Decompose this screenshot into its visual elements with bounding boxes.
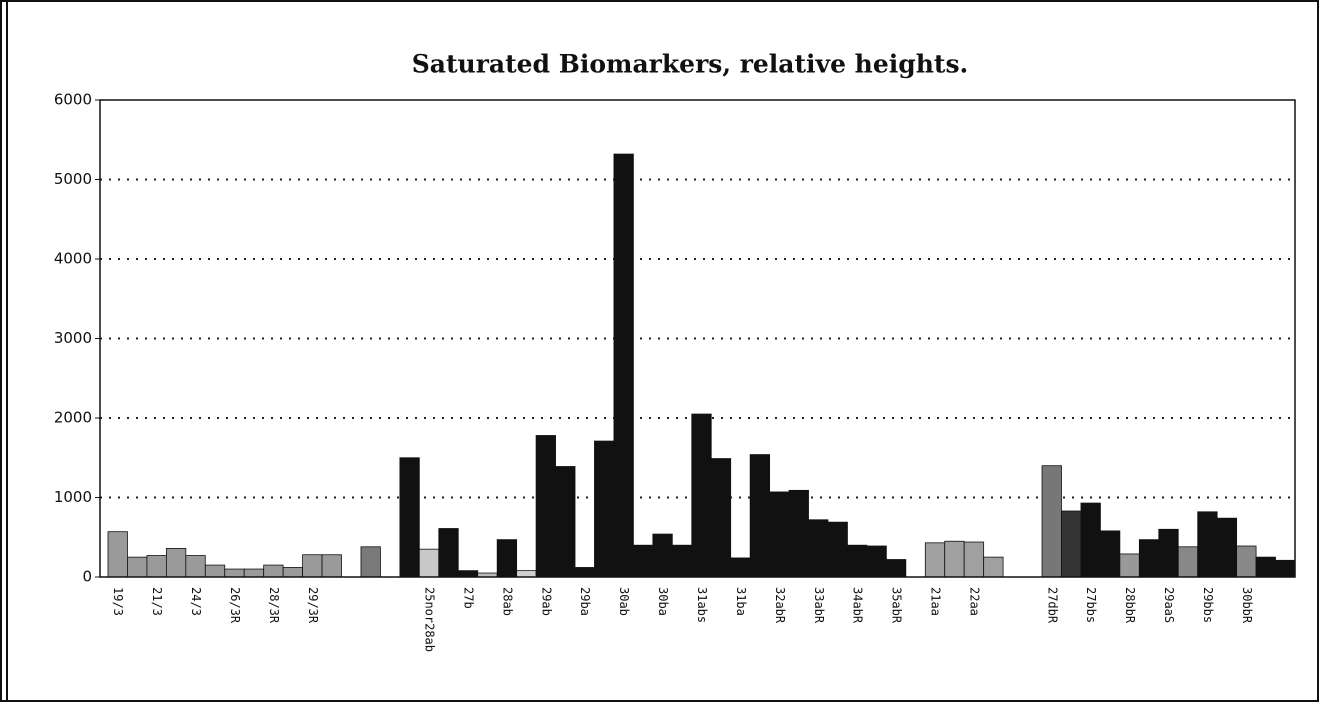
bar: [710, 458, 732, 578]
bar: [885, 559, 907, 578]
bar: [944, 540, 965, 578]
bar: [1255, 556, 1276, 578]
bar: [321, 554, 342, 578]
plot-frame: [99, 99, 1296, 578]
bar: [243, 568, 265, 578]
x-tick-label: 35abR: [890, 587, 904, 624]
y-tick-label: 3000: [54, 329, 92, 347]
y-tick-label: 1000: [54, 488, 92, 506]
x-tick-label: 28ab: [500, 587, 514, 616]
bar: [574, 567, 595, 578]
bar: [496, 539, 518, 578]
chart-title: Saturated Biomarkers, relative heights.: [412, 50, 969, 79]
bar: [535, 435, 556, 578]
bar: [749, 454, 771, 578]
bar: [1041, 465, 1062, 578]
bar: [1080, 502, 1101, 578]
x-tick-label: 29/3R: [306, 587, 320, 624]
bar: [1177, 546, 1199, 578]
x-tick-label: 28/3R: [267, 587, 281, 624]
bar: [1216, 517, 1238, 578]
x-tick-label: 32abR: [773, 587, 787, 624]
bar: [418, 548, 440, 578]
bar: [594, 440, 615, 578]
bar: [1061, 510, 1082, 578]
x-tick-label: 27b: [461, 587, 475, 609]
x-tick-label: 30ba: [656, 587, 670, 616]
x-tick-label: 29aaS: [1162, 587, 1176, 623]
x-tick-label: 24/3: [189, 587, 203, 616]
bar: [399, 457, 420, 578]
bar: [827, 521, 848, 578]
bar: [127, 556, 148, 578]
bar: [866, 545, 887, 578]
bar: [1158, 528, 1179, 578]
x-tick-label: 29bbs: [1201, 587, 1215, 623]
bar: [691, 413, 712, 578]
x-tick-label: 29ab: [539, 587, 553, 616]
y-tick-label: 4000: [54, 250, 92, 268]
bar: [555, 466, 576, 578]
bar: [224, 568, 245, 578]
bar: [632, 544, 654, 578]
bar: [302, 554, 323, 578]
x-tick-label: 25nor28ab: [423, 587, 437, 652]
bar: [730, 557, 751, 578]
x-tick-label: 30bbR: [1240, 587, 1254, 624]
x-tick-label: 33abR: [812, 587, 826, 624]
bar: [963, 541, 985, 578]
x-tick-label: 26/3R: [228, 587, 242, 624]
x-tick-label: 31ba: [734, 587, 748, 616]
bar: [107, 531, 128, 578]
bar: [263, 564, 284, 578]
x-tick-label: 34abR: [851, 587, 865, 624]
bar: [652, 533, 673, 578]
y-tick-label: 2000: [54, 409, 92, 427]
x-tick-label: 19/3: [111, 587, 125, 616]
bar: [204, 564, 226, 578]
x-tick-label: 22aa: [967, 587, 981, 616]
bar: [1275, 559, 1296, 578]
bar: [847, 544, 868, 578]
bar: [671, 544, 693, 578]
x-tick-label: 27dbR: [1045, 587, 1059, 624]
bar: [1100, 530, 1121, 578]
bar: [360, 546, 381, 578]
x-tick-label: 28bbR: [1123, 587, 1137, 624]
bar: [1197, 511, 1218, 578]
bar: [613, 153, 634, 578]
x-tick-label: 21aa: [929, 587, 943, 616]
y-tick-label: 5000: [54, 170, 92, 188]
bar: [1236, 545, 1257, 578]
bar: [1138, 539, 1160, 578]
x-tick-label: 30ab: [617, 587, 631, 616]
bar: [185, 555, 206, 578]
bar: [165, 547, 187, 578]
x-tick-label: 27bbs: [1084, 587, 1098, 623]
bar: [983, 556, 1004, 578]
x-tick-label: 29ba: [578, 587, 592, 616]
bar: [924, 542, 946, 578]
bar: [438, 528, 459, 578]
bar: [516, 570, 537, 578]
y-tick-label: 6000: [54, 91, 92, 109]
x-tick-label: 31abs: [695, 587, 709, 623]
bar: [457, 570, 479, 578]
bar: [769, 491, 790, 578]
bar: [1119, 553, 1140, 578]
bar: [788, 489, 809, 578]
bar: [146, 555, 167, 578]
bar: [808, 519, 829, 578]
x-tick-label: 21/3: [150, 587, 164, 616]
y-tick-label: 0: [82, 568, 92, 586]
bar: [282, 567, 303, 578]
